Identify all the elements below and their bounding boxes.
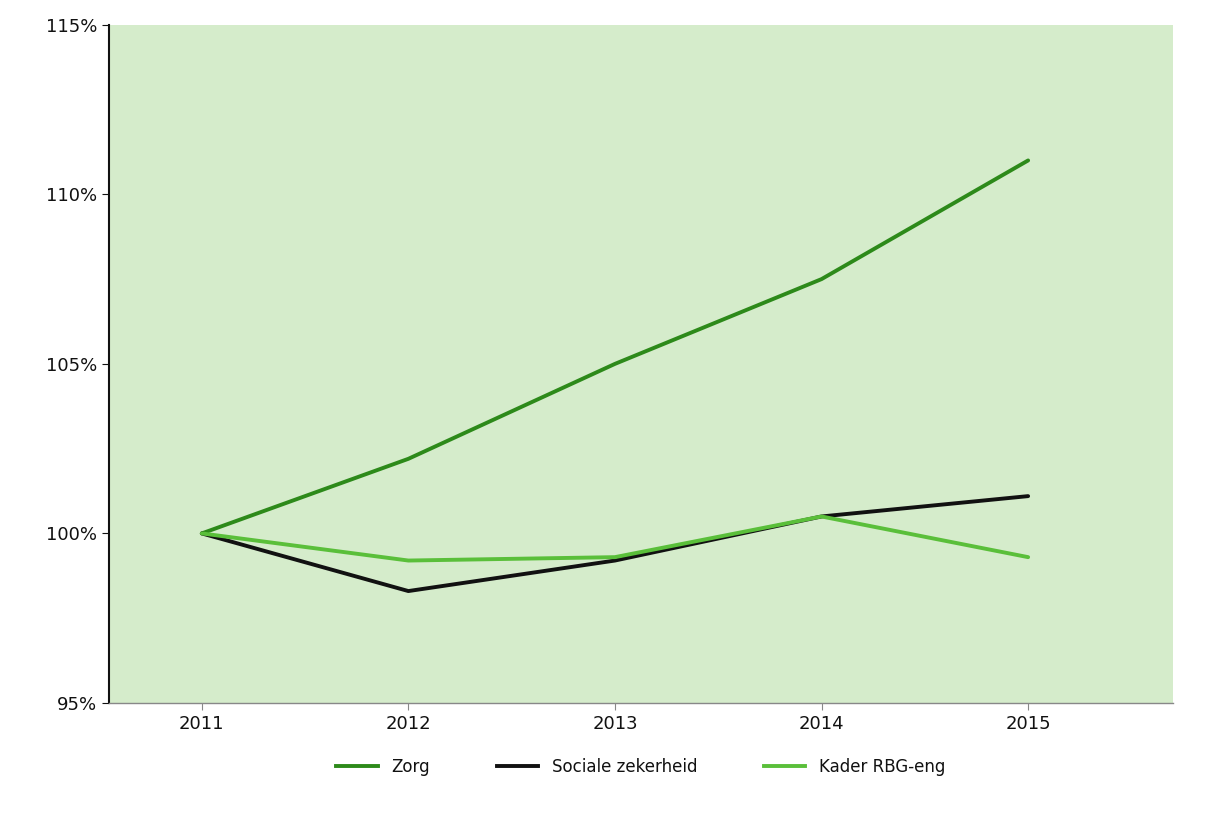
- Legend: Zorg, Sociale zekerheid, Kader RBG-eng: Zorg, Sociale zekerheid, Kader RBG-eng: [330, 752, 951, 783]
